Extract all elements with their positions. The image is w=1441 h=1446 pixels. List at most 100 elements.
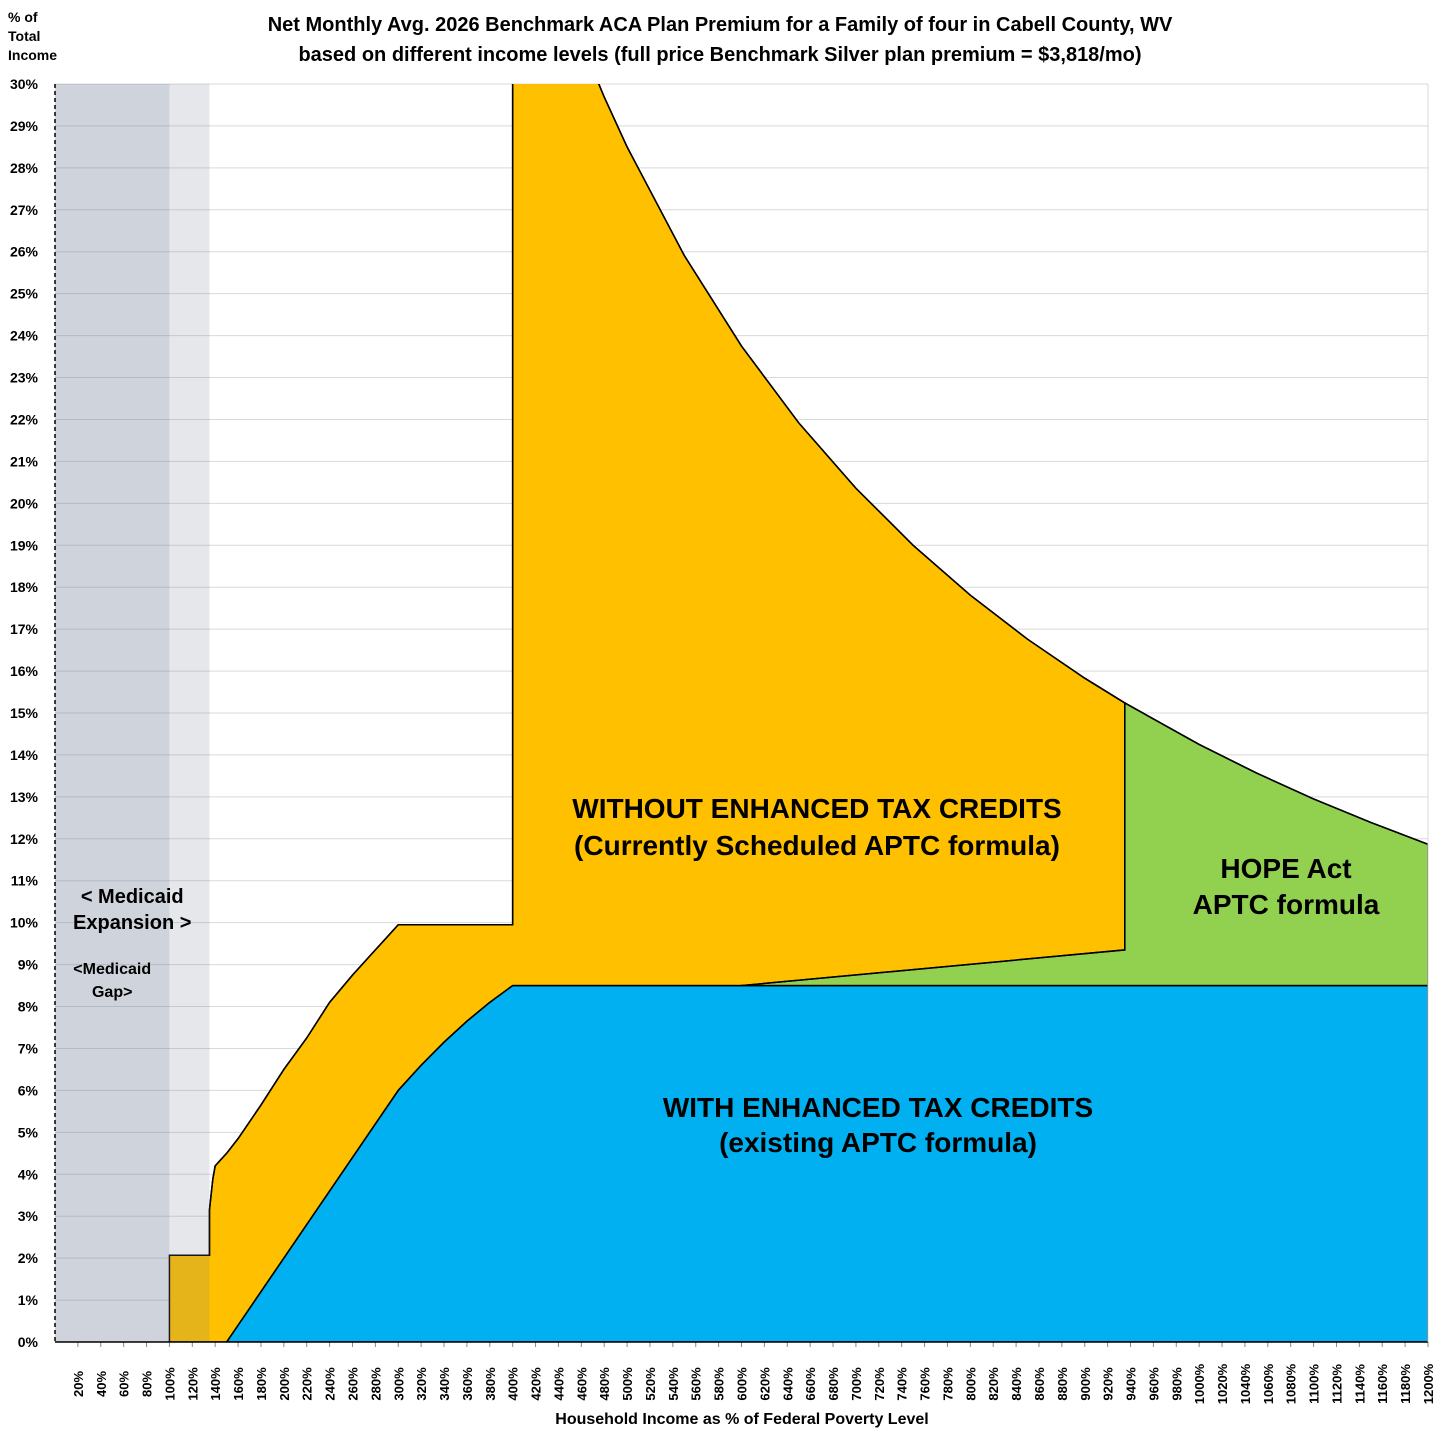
x-tick-label: 740% [895,1367,910,1401]
x-tick-label: 940% [1124,1367,1139,1401]
x-tick-label: 1140% [1352,1364,1367,1404]
x-tick-label: 160% [231,1367,246,1401]
x-tick-label: 280% [368,1367,383,1401]
x-tick-label: 1100% [1307,1364,1322,1404]
x-tick-label: 1060% [1261,1363,1276,1404]
x-tick-label: 1040% [1238,1363,1253,1404]
y-tick-label: 4% [18,1166,39,1182]
y-tick-label: 11% [11,873,39,889]
x-tick-label: 620% [757,1367,772,1401]
x-tick-label: 400% [506,1367,521,1401]
series-label: WITH ENHANCED TAX CREDITS [663,1092,1093,1123]
x-tick-label: 380% [483,1367,498,1401]
x-tick-label: 40% [94,1371,109,1397]
x-tick-label: 1200% [1421,1363,1436,1404]
area-line [169,84,1126,1256]
y-axis-label: Income [8,47,57,63]
area-line [226,984,1428,1342]
y-tick-label: 28% [10,160,39,176]
y-tick-label: 25% [10,286,39,302]
chart-title: based on different income levels (full p… [298,44,1141,66]
y-tick-label: 14% [10,747,39,763]
y-tick-label: 18% [10,579,39,595]
x-tick-label: 980% [1169,1367,1184,1401]
y-axis-label: Total [8,28,40,44]
y-tick-label: 3% [18,1208,39,1224]
y-tick-label: 7% [18,1040,39,1056]
y-axis-label: % of [8,9,38,25]
x-tick-label: 960% [1146,1367,1161,1401]
annotation: < Medicaid [81,886,184,908]
x-tick-label: 220% [300,1367,315,1401]
y-tick-label: 15% [10,705,39,721]
x-tick-label: 800% [963,1367,978,1401]
x-tick-label: 480% [597,1367,612,1401]
x-tick-label: 1020% [1215,1363,1230,1404]
x-tick-label: 320% [414,1367,429,1401]
x-tick-label: 460% [574,1367,589,1401]
series-label: (existing APTC formula) [719,1127,1037,1158]
y-tick-label: 1% [18,1292,39,1308]
x-tick-label: 1000% [1192,1363,1207,1404]
x-tick-label: 300% [391,1367,406,1401]
y-tick-label: 2% [18,1250,39,1266]
x-tick-label: 760% [918,1367,933,1401]
y-tick-label: 12% [10,831,39,847]
y-tick-label: 9% [18,957,39,973]
series-label: (Currently Scheduled APTC formula) [574,830,1060,861]
y-tick-label: 24% [10,328,39,344]
x-tick-label: 840% [1009,1367,1024,1401]
y-tick-label: 22% [10,411,39,427]
x-tick-label: 660% [803,1367,818,1401]
shaded-region [169,84,210,1342]
x-tick-label: 640% [780,1367,795,1401]
x-tick-label: 520% [643,1367,658,1401]
x-axis-label: Household Income as % of Federal Poverty… [555,1411,928,1428]
x-tick-label: 140% [208,1367,223,1401]
y-tick-label: 17% [10,621,39,637]
x-tick-label: 120% [185,1367,200,1401]
x-tick-label: 560% [689,1367,704,1401]
region-label: <Medicaid [73,961,151,978]
x-tick-label: 340% [437,1367,452,1401]
x-tick-label: 200% [277,1367,292,1401]
x-tick-label: 420% [529,1367,544,1401]
x-tick-label: 440% [551,1367,566,1401]
x-tick-label: 780% [940,1367,955,1401]
y-tick-label: 5% [18,1124,39,1140]
x-tick-label: 580% [712,1367,727,1401]
x-tick-label: 920% [1101,1367,1116,1401]
y-tick-label: 21% [10,453,39,469]
y-tick-label: 30% [10,76,39,92]
series-label: WITHOUT ENHANCED TAX CREDITS [572,793,1061,824]
area-line [741,701,1428,987]
x-tick-label: 820% [986,1367,1001,1401]
y-tick-label: 13% [10,789,39,805]
y-tick-label: 20% [10,495,39,511]
x-tick-label: 1080% [1284,1363,1299,1404]
y-tick-label: 16% [10,663,39,679]
y-tick-label: 29% [10,118,39,134]
x-tick-label: 1120% [1329,1364,1344,1404]
annotation: Expansion > [73,912,191,934]
y-tick-label: 27% [10,202,39,218]
x-tick-label: 600% [735,1367,750,1401]
y-tick-label: 19% [10,537,39,553]
series-label: HOPE Act [1220,853,1351,884]
x-tick-label: 260% [345,1367,360,1401]
y-tick-label: 8% [18,999,39,1015]
x-tick-label: 360% [460,1367,475,1401]
x-tick-label: 20% [71,1371,86,1397]
x-tick-label: 680% [826,1367,841,1401]
x-tick-label: 80% [140,1371,155,1397]
x-tick-label: 100% [162,1367,177,1401]
x-tick-label: 720% [872,1367,887,1401]
shaded-region [55,84,170,1342]
x-tick-label: 1180% [1398,1364,1413,1404]
y-tick-label: 26% [10,244,39,260]
x-tick-label: 60% [117,1371,132,1397]
x-tick-label: 540% [666,1367,681,1401]
x-tick-label: 860% [1032,1367,1047,1401]
region-label: Gap> [92,984,132,1001]
